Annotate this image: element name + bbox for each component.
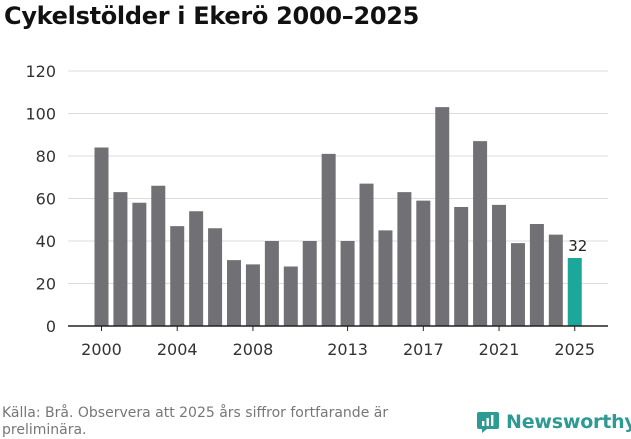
- bar-2023: [529, 224, 544, 326]
- bar-2025: [567, 258, 582, 326]
- x-axis-ticks: 2000 2004 2008 2013 2017 2021 2025: [81, 326, 595, 359]
- bar-2016: [397, 192, 412, 326]
- bar-2010: [283, 266, 298, 326]
- x-tick-label: 2000: [81, 340, 122, 359]
- bar-2021: [492, 204, 507, 326]
- x-tick-label: 2008: [233, 340, 274, 359]
- y-tick-label: 40: [36, 232, 56, 251]
- bar-2024: [548, 234, 563, 326]
- newsworthy-logo-icon: [477, 412, 499, 433]
- y-tick-label: 100: [25, 105, 56, 124]
- bars: [94, 107, 582, 326]
- bar-2014: [359, 183, 374, 326]
- brand-name: Newsworthy: [506, 411, 631, 433]
- bar-2020: [473, 141, 488, 326]
- bar-2007: [227, 260, 242, 326]
- bar-2017: [416, 200, 431, 326]
- bar-2009: [264, 241, 279, 326]
- bar-2011: [302, 241, 317, 326]
- chart-title: Cykelstölder i Ekerö 2000–2025: [4, 2, 420, 30]
- source-note: Källa: Brå. Observera att 2025 års siffr…: [2, 405, 389, 438]
- brand-logo[interactable]: Newsworthy: [476, 408, 631, 436]
- bar-2008: [245, 264, 260, 326]
- x-tick-label: 2025: [554, 340, 595, 359]
- bar-2015: [378, 230, 393, 326]
- bar-2005: [189, 211, 204, 326]
- data-labels: 32: [568, 237, 587, 255]
- bar-2002: [132, 202, 147, 326]
- bar-2003: [151, 185, 166, 326]
- x-tick-label: 2017: [403, 340, 444, 359]
- bar-2006: [208, 228, 223, 326]
- bar-2022: [510, 243, 525, 326]
- y-tick-label: 0: [46, 317, 56, 336]
- data-label-2025: 32: [568, 237, 587, 255]
- y-tick-label: 60: [36, 190, 56, 209]
- bar-2018: [435, 107, 450, 326]
- bar-2019: [454, 207, 469, 326]
- y-tick-label: 80: [36, 147, 56, 166]
- y-tick-label: 20: [36, 275, 56, 294]
- bar-2004: [170, 226, 185, 326]
- bar-2013: [340, 241, 355, 326]
- bar-2012: [321, 153, 336, 326]
- y-axis-tick-labels: 0 20 40 60 80 100 120: [25, 62, 56, 336]
- bar-2000: [94, 147, 109, 326]
- bar-2001: [113, 192, 128, 326]
- x-tick-label: 2013: [327, 340, 368, 359]
- y-tick-label: 120: [25, 62, 56, 81]
- x-tick-label: 2004: [157, 340, 198, 359]
- x-tick-label: 2021: [479, 340, 520, 359]
- gridlines: [68, 70, 608, 284]
